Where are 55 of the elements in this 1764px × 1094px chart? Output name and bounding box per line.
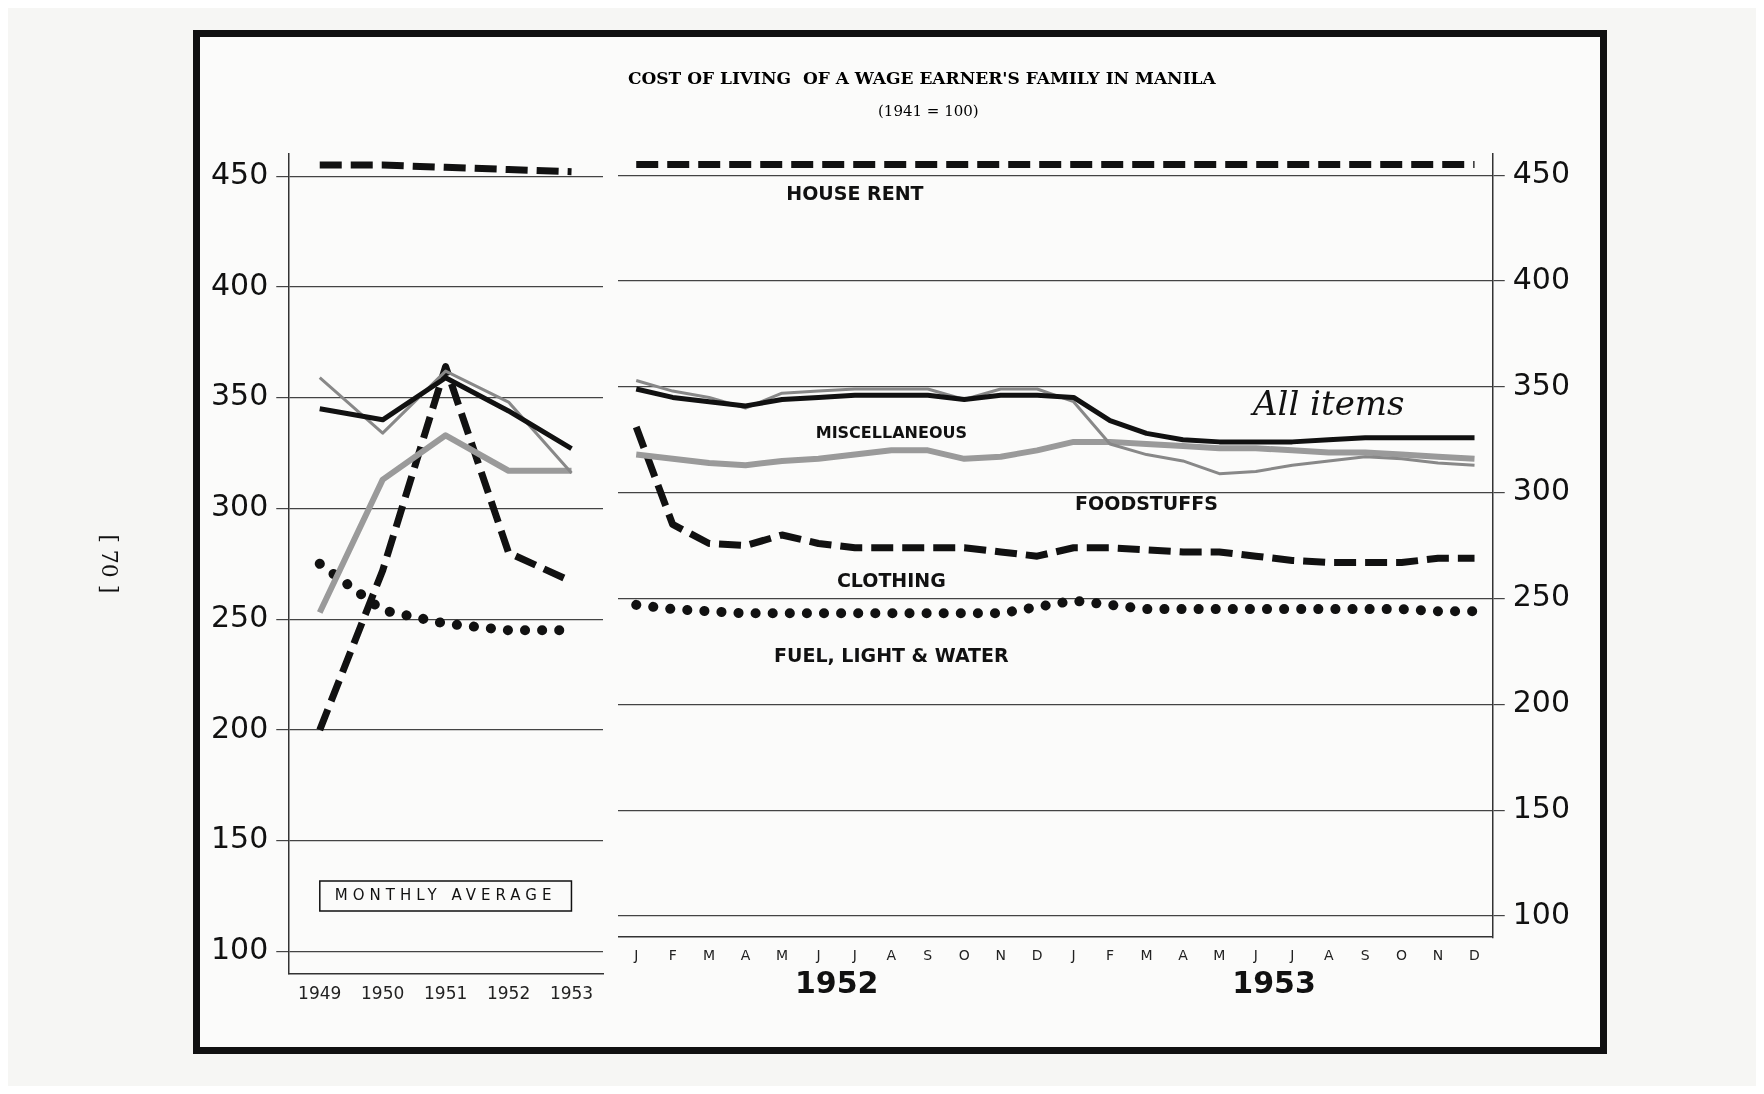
x-tick-label: F (668, 947, 677, 964)
x-tick-label: J (1252, 947, 1258, 964)
x-tick-label: O (958, 947, 970, 964)
x-tick-label: A (1178, 947, 1189, 964)
x-tick-label: D (1469, 947, 1480, 964)
x-tick-label: M (775, 947, 789, 964)
chart-title: COST OF LIVING OF A WAGE EARNER'S FAMILY IN MANILA (628, 68, 1217, 88)
y-tick-label: 450 (1512, 154, 1570, 190)
x-tick-label: J (1289, 947, 1295, 964)
x-tick-label: 1951 (424, 983, 468, 1004)
series-label: FUEL, LIGHT & WATER (774, 644, 1010, 667)
x-tick-label: 1950 (361, 983, 405, 1004)
y-tick-label: 150 (1512, 789, 1570, 825)
x-tick-label: J (633, 947, 639, 964)
x-tick-label: O (1396, 947, 1408, 964)
y-tick-label: 300 (1512, 472, 1570, 508)
x-tick-label: N (1432, 947, 1444, 964)
series-label: HOUSE RENT (786, 181, 924, 204)
x-tick-label: N (995, 947, 1006, 964)
y-tick-label: 150 (211, 820, 269, 856)
annotation: MONTHLY AVERAGE (334, 885, 557, 904)
y-tick-label: 100 (1512, 895, 1570, 931)
x-tick-label: 1953 (549, 983, 594, 1004)
series-label: All items (1249, 382, 1405, 423)
y-tick-label: 300 (211, 488, 269, 524)
series-label: MISCELLANEOUS (815, 422, 967, 442)
y-tick-label: 450 (211, 155, 269, 191)
x-tick-label: A (886, 947, 897, 964)
x-tick-label: J (1070, 947, 1076, 964)
chart-subtitle: (1941 = 100) (877, 102, 980, 120)
y-tick-label: 350 (1512, 366, 1570, 402)
y-tick-label: 250 (211, 598, 269, 634)
x-tick-label: F (1106, 947, 1115, 964)
y-tick-label: 350 (211, 377, 269, 413)
series-label: FOODSTUFFS (1075, 491, 1218, 514)
x-tick-label: A (1323, 947, 1334, 964)
series-label: CLOTHING (836, 568, 946, 591)
y-tick-label: 400 (1512, 260, 1570, 296)
x-tick-label: M (703, 947, 716, 964)
y-tick-label: 250 (1512, 578, 1570, 614)
x-tick-label: S (923, 947, 933, 964)
x-tick-label: D (1031, 947, 1043, 964)
x-tick-label: S (1360, 947, 1370, 964)
y-tick-label: 200 (211, 709, 269, 745)
x-tick-label: M (1213, 947, 1226, 964)
x-tick-label: J (815, 947, 821, 964)
x-tick-label: A (740, 947, 751, 964)
y-tick-label: 200 (1512, 684, 1570, 720)
x-tick-label: M (1140, 947, 1153, 964)
y-tick-label: 400 (211, 266, 269, 302)
text: [ 70 ] (97, 534, 123, 594)
x-tick-label: 1949 (298, 983, 342, 1004)
x-tick-label: 1952 (486, 983, 531, 1004)
x-tick-label: J (851, 947, 857, 964)
y-tick-label: 100 (211, 931, 269, 967)
